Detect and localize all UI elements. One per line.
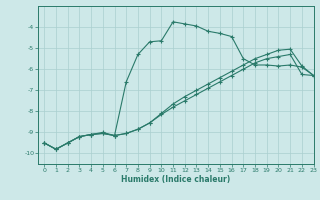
X-axis label: Humidex (Indice chaleur): Humidex (Indice chaleur) (121, 175, 231, 184)
